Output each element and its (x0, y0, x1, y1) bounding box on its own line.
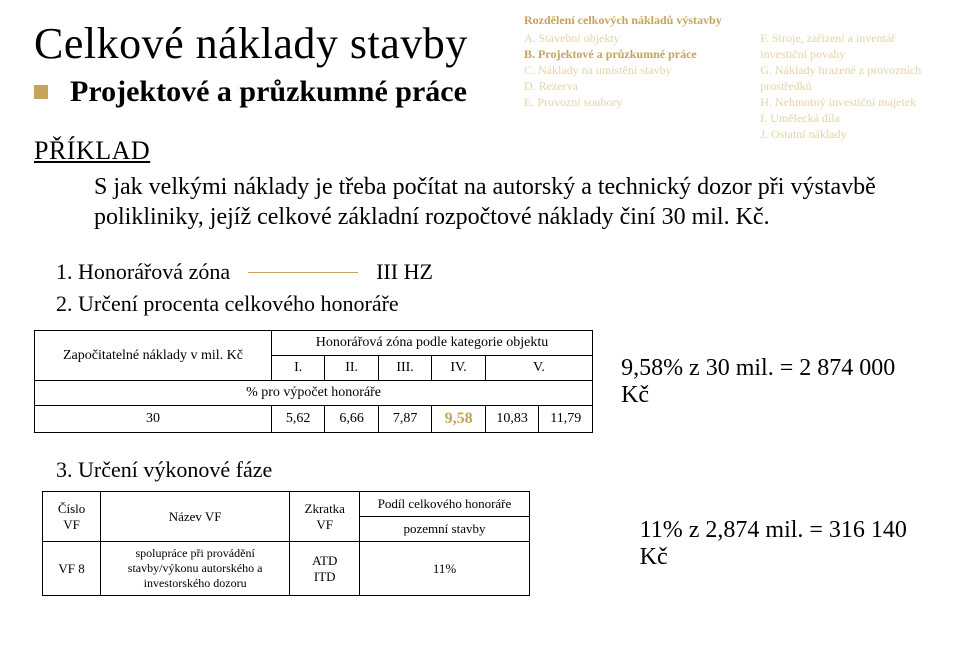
legend-item: H. Nehmotný investiční majetek (760, 94, 926, 110)
step-2: 2. Určení procenta celkového honoráře (56, 288, 926, 320)
legend-block: Rozdělení celkových nákladů výstavby A. … (524, 12, 926, 142)
t1-val: 5,62 (271, 406, 324, 433)
header-row: Celkové náklady stavby Rozdělení celkový… (34, 18, 926, 126)
table1-row: Započitatelné náklady v mil. Kč Honorářo… (34, 330, 926, 433)
page: Celkové náklady stavby Rozdělení celkový… (0, 0, 960, 660)
legend-item: I. Umělecká díla (760, 110, 926, 126)
calc-result-1: 9,58% z 30 mil. = 2 874 000 Kč (621, 355, 926, 409)
honorare-table: Započitatelné náklady v mil. Kč Honorářo… (34, 330, 593, 433)
t1-zone: V. (485, 356, 592, 381)
t1-val: 11,79 (539, 406, 593, 433)
subtitle: Projektové a průzkumné práce (70, 75, 467, 109)
t2-h3: Zkratka VF (290, 492, 360, 542)
t2-r3a: ATD (296, 553, 353, 569)
t1-val-label: 30 (35, 406, 272, 433)
t1-val: 6,66 (325, 406, 378, 433)
divider-line (248, 272, 358, 273)
t2-h4b: pozemní stavby (360, 517, 529, 542)
step1-label: 1. Honorářová zóna (56, 256, 230, 288)
t1-val-highlight: 9,58 (432, 406, 486, 433)
legend-header: Rozdělení celkových nákladů výstavby (524, 12, 926, 28)
t2-r4: 11% (360, 542, 529, 596)
t1-val: 7,87 (378, 406, 431, 433)
calc-result-2: 11% z 2,874 mil. = 316 140 Kč (640, 517, 926, 571)
t2-r1: VF 8 (43, 542, 101, 596)
t2-r3: ATD ITD (290, 542, 360, 596)
t1-zone: III. (378, 356, 431, 381)
step-3: 3. Určení výkonové fáze (56, 457, 926, 483)
legend-col-1: A. Stavební objekty B. Projektové a průz… (524, 30, 760, 142)
t1-zone-header: Honorářová zóna podle kategorie objektu (271, 331, 592, 356)
example-paragraph: S jak velkými náklady je třeba počítat n… (94, 172, 914, 232)
phase-table: Číslo VF Název VF Zkratka VF Podíl celko… (42, 491, 530, 596)
t1-zone: II. (325, 356, 378, 381)
legend-item: F. Stroje, zařízení a inventář investičn… (760, 30, 926, 62)
t2-h1: Číslo VF (43, 492, 101, 542)
t1-zone: IV. (432, 356, 486, 381)
table2-row: Číslo VF Název VF Zkratka VF Podíl celko… (34, 491, 926, 596)
legend-item: D. Rezerva (524, 78, 760, 94)
t1-val: 10,83 (485, 406, 539, 433)
t2-r3b: ITD (296, 569, 353, 585)
legend-col-2: F. Stroje, zařízení a inventář investičn… (760, 30, 926, 142)
legend-item: C. Náklady na umístění stavby (524, 62, 760, 78)
legend-item: A. Stavební objekty (524, 30, 760, 46)
t2-r2: spolupráce při provádění stavby/výkonu a… (101, 542, 290, 596)
t1-zone: I. (271, 356, 324, 381)
legend-item: B. Projektové a průzkumné práce (524, 46, 760, 62)
bullet-icon (34, 85, 48, 99)
t1-row-label: Započitatelné náklady v mil. Kč (35, 331, 272, 381)
step1-value: III HZ (376, 256, 433, 288)
legend-item: J. Ostatní náklady (760, 126, 926, 142)
legend-item: E. Provozní soubory (524, 94, 760, 110)
steps-block: 1. Honorářová zóna III HZ 2. Určení proc… (56, 256, 926, 320)
t1-pct-label: % pro výpočet honoráře (35, 381, 593, 406)
step-1: 1. Honorářová zóna III HZ (56, 256, 926, 288)
t2-h4a: Podíl celkového honoráře (360, 492, 529, 517)
legend-item: G. Náklady hrazené z provozních prostřed… (760, 62, 926, 94)
t2-h2: Název VF (101, 492, 290, 542)
